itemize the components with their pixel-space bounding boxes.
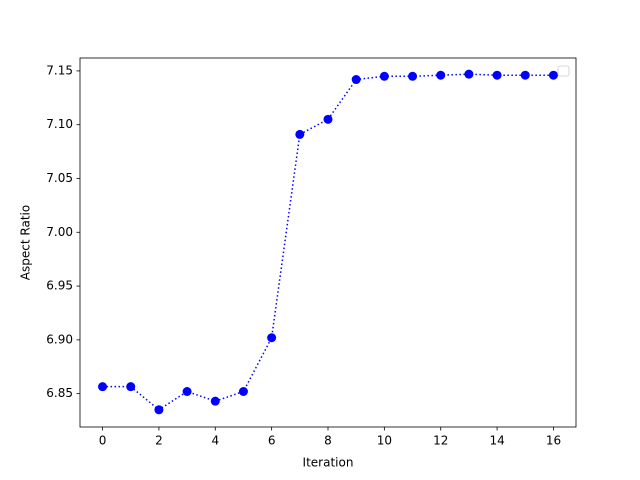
data-point — [98, 382, 108, 392]
data-point — [182, 386, 192, 396]
y-tick-label: 7.05 — [46, 171, 73, 185]
data-point — [492, 70, 502, 80]
y-tick-label: 7.00 — [46, 225, 73, 239]
x-tick-label: 6 — [268, 434, 276, 448]
data-point — [295, 129, 305, 139]
x-tick-label: 14 — [489, 434, 504, 448]
x-tick-label: 8 — [324, 434, 332, 448]
plot-frame — [79, 57, 577, 428]
data-point — [323, 114, 333, 124]
x-axis-label: Iteration — [303, 456, 354, 470]
y-tick-label: 6.90 — [46, 332, 73, 346]
y-axis-label: Aspect Ratio — [19, 205, 33, 280]
data-point — [408, 71, 418, 81]
data-point — [548, 70, 558, 80]
data-point — [464, 69, 474, 79]
x-tick-label: 12 — [433, 434, 448, 448]
legend — [557, 65, 570, 77]
x-tick-label: 10 — [377, 434, 392, 448]
data-point — [379, 71, 389, 81]
y-tick-label: 6.85 — [46, 386, 73, 400]
data-point — [351, 75, 361, 85]
y-tick-label: 7.15 — [46, 63, 73, 77]
x-tick-label: 4 — [211, 434, 219, 448]
x-tick-label: 16 — [546, 434, 561, 448]
data-point — [267, 333, 277, 343]
x-tick-label: 2 — [155, 434, 163, 448]
data-point — [238, 386, 248, 396]
y-tick-label: 7.10 — [46, 117, 73, 131]
y-tick-label: 6.95 — [46, 279, 73, 293]
data-point — [520, 70, 530, 80]
data-point — [210, 396, 220, 406]
x-tick-label: 0 — [99, 434, 107, 448]
data-point — [126, 382, 136, 392]
data-point — [154, 405, 164, 415]
data-point — [436, 70, 446, 80]
